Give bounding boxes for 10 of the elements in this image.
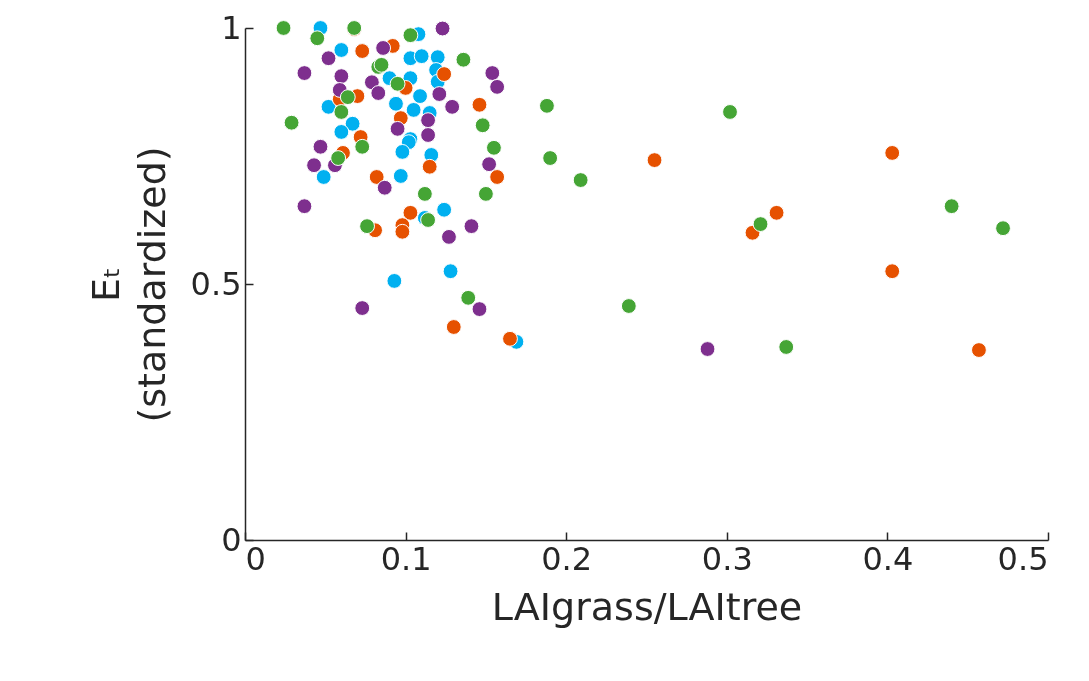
y-tick-label: 0.5 — [190, 264, 242, 303]
x-tick-label: 0.2 — [541, 539, 593, 578]
x-tick-label: 0 — [245, 539, 266, 578]
y-tick-label: 1 — [221, 8, 242, 47]
x-tick-label: 0.1 — [380, 539, 432, 578]
x-tick-label: 0.4 — [862, 539, 914, 578]
x-tick-label: 0.5 — [997, 539, 1049, 578]
x-axis-title: LAIgrass/LAItree — [491, 584, 803, 629]
x-tick-label: 0.3 — [701, 539, 753, 578]
y-axis-title: Eₜ (standardized) — [83, 146, 174, 423]
